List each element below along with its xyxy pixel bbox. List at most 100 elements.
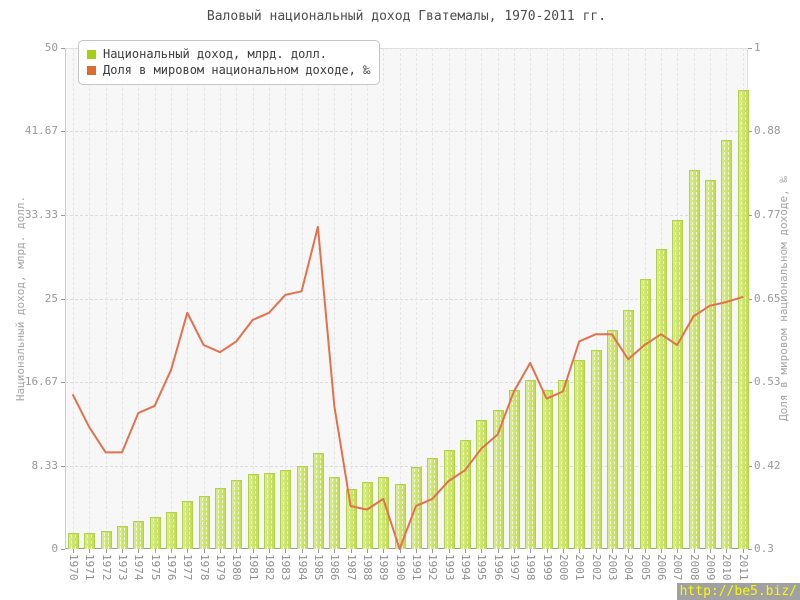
bar bbox=[541, 389, 553, 549]
bar-stripe bbox=[152, 518, 154, 549]
bar-stripe bbox=[401, 485, 403, 549]
bar-stripe bbox=[528, 381, 530, 549]
bar bbox=[84, 532, 96, 549]
bar-stripe bbox=[662, 251, 664, 549]
bar-stripe bbox=[646, 281, 648, 549]
x-tick-mark bbox=[399, 549, 401, 553]
bar bbox=[378, 476, 390, 549]
x-tick-label: 1980 bbox=[230, 554, 244, 581]
bar bbox=[247, 473, 259, 549]
bar-stripe bbox=[560, 381, 562, 549]
bar bbox=[394, 483, 406, 549]
bar bbox=[525, 379, 537, 549]
bar-stripe bbox=[740, 92, 742, 549]
x-tick-mark bbox=[448, 549, 450, 553]
bar bbox=[198, 495, 210, 549]
x-tick-label: 1981 bbox=[246, 554, 260, 581]
bar-stripe bbox=[515, 391, 517, 549]
bar-stripe bbox=[744, 92, 746, 549]
y-tick-mark-left bbox=[61, 215, 65, 217]
x-tick-mark bbox=[481, 549, 483, 553]
grid-line-vertical bbox=[383, 48, 385, 549]
bar bbox=[329, 476, 341, 549]
y-tick-label-left: 0 bbox=[51, 542, 58, 555]
bar-stripe bbox=[75, 534, 76, 549]
bar-stripe bbox=[613, 331, 615, 549]
bar bbox=[312, 452, 324, 549]
bar-stripe bbox=[724, 142, 726, 549]
x-tick-label: 1977 bbox=[181, 554, 195, 581]
bar bbox=[704, 180, 716, 549]
bar-stripe bbox=[140, 522, 142, 549]
x-tick-mark bbox=[660, 549, 662, 553]
bar-stripe bbox=[250, 475, 252, 549]
x-tick-label: 1985 bbox=[311, 554, 325, 581]
bar-stripe bbox=[679, 222, 681, 549]
x-tick-label: 1999 bbox=[540, 554, 554, 581]
chart-title: Валовый национальный доход Гватемалы, 19… bbox=[206, 9, 607, 24]
bar-stripe bbox=[287, 471, 289, 549]
x-tick-label: 2009 bbox=[703, 554, 717, 581]
bar bbox=[182, 500, 194, 549]
grid-line-horizontal bbox=[65, 215, 748, 217]
x-tick-mark bbox=[285, 549, 287, 553]
bar-stripe bbox=[626, 311, 628, 549]
y-tick-mark-right bbox=[748, 549, 752, 550]
x-tick-label: 1990 bbox=[393, 554, 407, 581]
bar bbox=[280, 469, 292, 549]
bar-stripe bbox=[728, 142, 730, 549]
x-tick-label: 2007 bbox=[671, 554, 685, 581]
x-tick-label: 1995 bbox=[475, 554, 489, 581]
grid-line-vertical bbox=[366, 48, 368, 549]
bar bbox=[590, 349, 602, 549]
grid-line-vertical bbox=[187, 48, 189, 549]
x-tick-mark bbox=[546, 549, 548, 553]
bar-stripe bbox=[189, 502, 191, 549]
y-tick-label-right: 0.77 bbox=[754, 208, 781, 222]
y-tick-label-right: 0.65 bbox=[754, 291, 781, 305]
x-tick-label: 1978 bbox=[197, 554, 211, 581]
bar-stripe bbox=[238, 481, 240, 549]
grid-line-vertical bbox=[138, 48, 140, 549]
legend: Национальный доход, млрд. долл. Доля в м… bbox=[78, 40, 381, 85]
bar-stripe bbox=[597, 351, 599, 549]
y-tick-mark-left bbox=[61, 298, 65, 300]
x-tick-label: 2008 bbox=[687, 554, 701, 581]
x-tick-mark bbox=[236, 549, 238, 553]
y-tick-mark-right bbox=[748, 131, 752, 133]
bar-stripe bbox=[156, 518, 158, 549]
grid-line-vertical bbox=[236, 48, 238, 549]
y-tick-mark-left bbox=[61, 465, 65, 467]
bar bbox=[165, 511, 177, 549]
bar-stripe bbox=[172, 513, 174, 549]
income-series-swatch-icon bbox=[87, 49, 96, 59]
bar bbox=[214, 487, 226, 549]
y-tick-label-right: 0.53 bbox=[754, 374, 781, 388]
bar bbox=[655, 249, 667, 549]
y-tick-label-left: 25 bbox=[44, 291, 58, 305]
legend-label: Доля в мировом национальном доходе, ‰ bbox=[103, 63, 371, 77]
bar bbox=[443, 449, 455, 549]
bar-stripe bbox=[397, 485, 399, 549]
bar-stripe bbox=[136, 522, 138, 549]
x-tick-mark bbox=[530, 549, 532, 553]
bar-stripe bbox=[254, 475, 256, 549]
x-tick-mark bbox=[301, 549, 303, 553]
bar-stripe bbox=[332, 478, 334, 549]
watermark-link[interactable]: http://be5.biz/ bbox=[676, 583, 800, 600]
bar-stripe bbox=[483, 421, 485, 549]
bar bbox=[737, 90, 749, 549]
bar-stripe bbox=[87, 534, 89, 549]
bar bbox=[476, 419, 488, 549]
y-tick-label-left: 33.33 bbox=[24, 208, 58, 222]
bar-stripe bbox=[675, 222, 677, 549]
bar-stripe bbox=[430, 459, 432, 549]
bar-stripe bbox=[201, 497, 203, 549]
x-tick-label: 2005 bbox=[638, 554, 652, 581]
bar-stripe bbox=[499, 411, 501, 549]
bar-stripe bbox=[123, 527, 125, 549]
legend-item-income: Национальный доход, млрд. долл. bbox=[87, 46, 370, 62]
bar-stripe bbox=[495, 411, 497, 549]
x-tick-label: 1998 bbox=[524, 554, 538, 581]
